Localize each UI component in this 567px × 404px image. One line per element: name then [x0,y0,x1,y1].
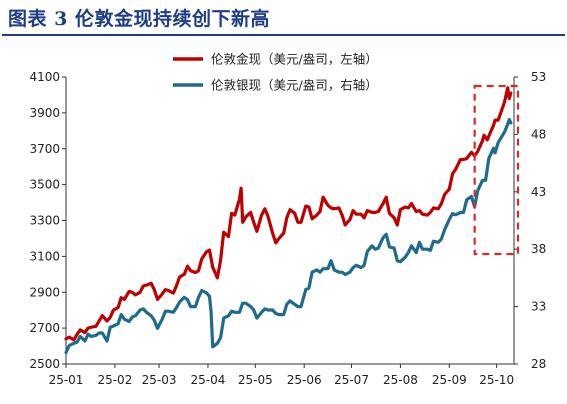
chart-legend: 伦敦金现（美元/盎司，左轴） 伦敦银现（美元/盎司，右轴） [173,52,378,93]
legend-label-gold: 伦敦金现（美元/盎司，左轴） [211,52,378,67]
gold-price-line [64,86,513,342]
figure-title: 图表 3 伦敦金现持续创下新高 [8,8,270,30]
x-tick-label: 25-07 [334,373,369,387]
left-tick-label: 3500 [29,178,60,192]
x-tick-label: 25-10 [479,373,514,387]
right-tick-label: 53 [531,70,546,84]
right-axis-ticks: 28 33 38 43 48 53 [514,70,546,371]
x-tick-label: 25-08 [383,373,418,387]
title-underline [2,34,565,36]
left-tick-label: 3300 [29,214,60,228]
right-tick-label: 48 [531,127,546,141]
series-layer [64,86,513,355]
x-tick-label: 25-03 [142,373,177,387]
left-tick-label: 4100 [29,70,60,84]
report-header: 图表 3 伦敦金现持续创下新高 [0,0,567,38]
x-tick-label: 25-06 [287,373,322,387]
x-tick-label: 25-09 [432,373,467,387]
x-axis-ticks: 25-01 25-02 25-03 25-04 25-05 25-06 25-07 25-08… [49,364,514,387]
chart-axes [65,77,515,365]
left-tick-label: 2700 [29,321,60,335]
left-tick-label: 2500 [29,357,60,371]
silver-price-line [64,117,513,355]
right-tick-label: 33 [531,300,546,314]
highlight-box [473,84,520,256]
x-tick-label: 25-05 [238,373,273,387]
right-tick-label: 43 [531,185,546,199]
left-tick-label: 3100 [29,249,60,263]
left-tick-label: 3700 [29,142,60,156]
legend-label-silver: 伦敦银现（美元/盎司，右轴） [211,78,378,93]
right-tick-label: 28 [531,357,546,371]
left-tick-label: 3900 [29,106,60,120]
gold-silver-line-chart: 2500 2700 2900 3100 3300 3500 3700 3900 4100 28 3… [29,52,546,388]
x-tick-label: 25-02 [97,373,132,387]
left-axis-ticks: 2500 2700 2900 3100 3300 3500 3700 3900 4100 [29,70,66,371]
right-tick-label: 38 [531,242,546,256]
left-tick-label: 2900 [29,285,60,299]
x-tick-label: 25-04 [191,373,226,387]
highlight-rect [473,84,520,256]
x-tick-label: 25-01 [49,373,84,387]
